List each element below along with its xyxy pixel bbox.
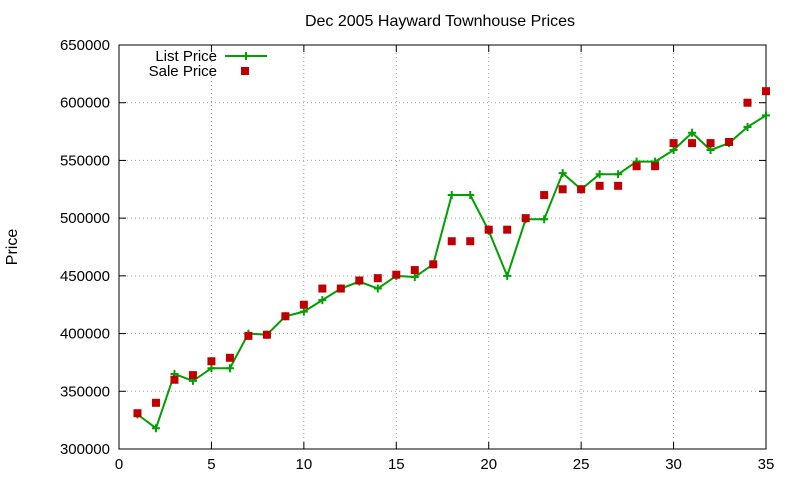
- list-price-point: [558, 169, 567, 178]
- legend-label-sale-price: Sale Price: [149, 63, 217, 80]
- list-price-point: [151, 424, 160, 433]
- chart-title: Dec 2005 Hayward Townhouse Prices: [305, 13, 575, 30]
- sale-price-point: [669, 139, 678, 148]
- x-tick-label: 30: [665, 456, 682, 473]
- grid-lines: [119, 45, 766, 449]
- sale-price-point: [355, 276, 364, 285]
- legend-marker-sale-price: [241, 67, 249, 75]
- list-price-point: [466, 191, 475, 200]
- sale-price-point: [632, 162, 641, 171]
- sale-price-point: [244, 331, 253, 340]
- x-axis-ticks: 0 5 10 15 20 25 30 35: [115, 45, 775, 473]
- x-tick-label: 20: [480, 456, 497, 473]
- sale-price-point: [466, 237, 475, 246]
- sale-price-point: [651, 162, 660, 171]
- data-series: [133, 87, 770, 433]
- sale-price-point: [262, 330, 271, 339]
- list-price-point: [447, 191, 456, 200]
- sale-price-point: [743, 98, 752, 107]
- sale-price-point: [373, 274, 382, 283]
- sale-price-point: [762, 87, 770, 96]
- sale-price-point: [688, 139, 697, 148]
- list-price-point: [225, 364, 234, 373]
- sale-price-point: [540, 191, 549, 200]
- sale-price-point: [392, 270, 401, 279]
- list-price-point: [614, 170, 623, 179]
- sale-price-point: [281, 312, 290, 321]
- list-price-point: [669, 146, 678, 155]
- list-price-point: [207, 364, 216, 373]
- y-tick-label: 500000: [60, 210, 110, 227]
- list-price-point: [762, 111, 770, 120]
- legend-label-list-price: List Price: [155, 48, 217, 65]
- sale-price-point: [558, 185, 567, 194]
- list-price-point: [688, 128, 697, 137]
- sale-price-point: [595, 181, 604, 190]
- list-price-point: [706, 146, 715, 155]
- y-axis-ticks: 300000 350000 400000 450000 500000 550000 6000…: [60, 37, 766, 458]
- x-tick-label: 10: [296, 456, 313, 473]
- legend-marker-list-price: [242, 52, 250, 60]
- x-tick-label: 35: [758, 456, 775, 473]
- list-price-point: [373, 284, 382, 293]
- y-tick-label: 400000: [60, 326, 110, 343]
- y-axis-label: Price: [4, 229, 21, 266]
- list-price-point: [595, 170, 604, 179]
- sale-price-point: [614, 181, 623, 190]
- sale-price-point: [410, 266, 419, 275]
- sale-price-point: [133, 409, 142, 418]
- list-price-point: [540, 215, 549, 224]
- list-price-point: [410, 273, 419, 282]
- x-tick-label: 0: [115, 456, 123, 473]
- x-tick-label: 15: [388, 456, 405, 473]
- sale-price-point: [299, 300, 308, 309]
- sale-price-point: [318, 284, 327, 293]
- plot-frame: [118, 44, 767, 450]
- list-price-point: [743, 122, 752, 131]
- sale-price-point: [484, 225, 493, 234]
- y-tick-label: 450000: [60, 268, 110, 285]
- sale-price-point: [170, 375, 179, 384]
- y-tick-label: 300000: [60, 441, 110, 458]
- y-tick-label: 350000: [60, 383, 110, 400]
- list-price-point: [299, 307, 308, 316]
- list-price-point: [318, 296, 327, 305]
- y-tick-label: 650000: [60, 37, 110, 54]
- x-tick-label: 5: [207, 456, 215, 473]
- sale-price-point: [725, 137, 734, 146]
- sale-price-point: [706, 139, 715, 148]
- sale-price-point: [429, 260, 438, 269]
- list-price-line: [136, 114, 767, 430]
- sale-price-point: [447, 237, 456, 246]
- y-tick-label: 550000: [60, 152, 110, 169]
- x-tick-label: 25: [573, 456, 590, 473]
- y-tick-label: 600000: [60, 95, 110, 112]
- sale-price-point: [207, 357, 216, 366]
- sale-price-point: [188, 371, 197, 380]
- sale-price-point: [521, 214, 530, 223]
- sale-price-point: [577, 185, 586, 194]
- sale-price-point: [151, 398, 160, 407]
- sale-price-point: [336, 284, 345, 293]
- sale-price-point: [225, 353, 234, 362]
- sale-price-point: [503, 225, 512, 234]
- list-price-point: [503, 271, 512, 280]
